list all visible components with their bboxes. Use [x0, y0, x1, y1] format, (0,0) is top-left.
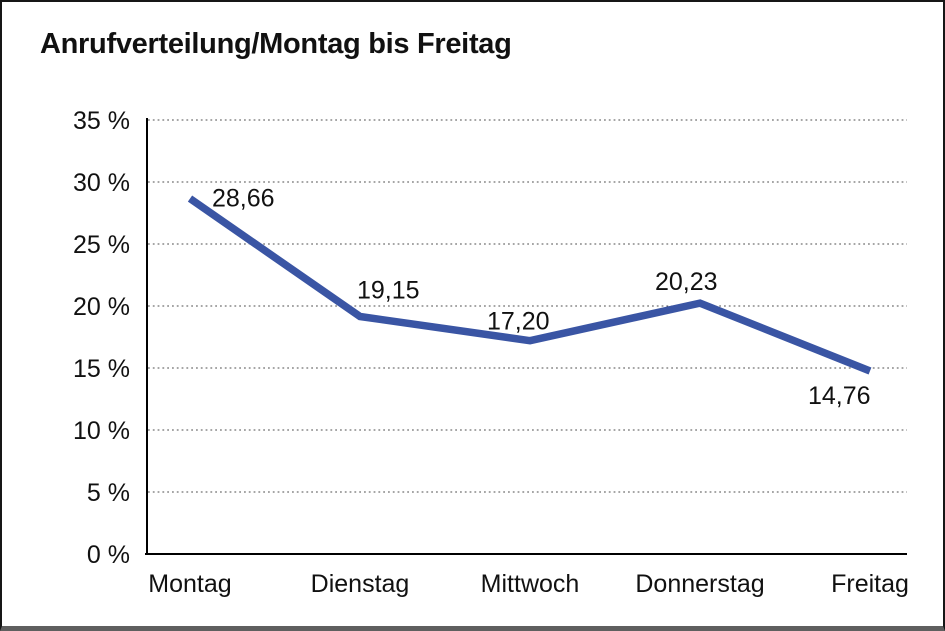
y-axis-tick-label: 30 % [73, 169, 130, 197]
y-axis-tick-label: 15 % [73, 355, 130, 383]
data-label: 14,76 [808, 382, 871, 410]
x-axis-category-label: Mittwoch [481, 570, 580, 598]
x-axis-category-label: Dienstag [311, 570, 410, 598]
y-axis-tick-label: 35 % [73, 107, 130, 135]
data-label: 19,15 [357, 277, 420, 305]
x-axis-category-label: Donnerstag [635, 570, 764, 598]
chart-title: Anrufverteilung/Montag bis Freitag [40, 28, 512, 60]
y-axis-tick-label: 5 % [87, 479, 130, 507]
data-label: 20,23 [655, 268, 718, 296]
y-axis-tick-label: 25 % [73, 231, 130, 259]
x-axis-category-label: Freitag [831, 570, 909, 598]
y-axis-tick-label: 10 % [73, 417, 130, 445]
x-axis-category-label: Montag [148, 570, 231, 598]
series-line [187, 195, 872, 375]
data-label: 17,20 [487, 308, 550, 336]
y-axis-tick-label: 20 % [73, 293, 130, 321]
y-axis-tick-label: 0 % [87, 541, 130, 569]
data-label: 28,66 [212, 185, 275, 213]
